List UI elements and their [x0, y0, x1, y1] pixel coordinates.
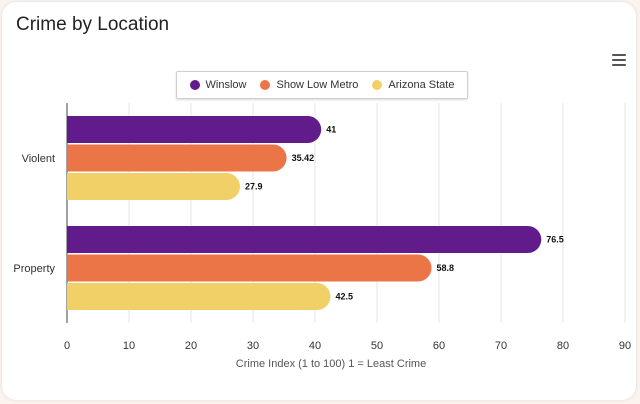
- bar: [67, 173, 240, 200]
- legend-swatch-arizona-state: [372, 80, 383, 90]
- x-axis-title: Crime Index (1 to 100) 1 = Least Crime: [236, 358, 426, 370]
- x-tick-label: 80: [557, 340, 569, 352]
- x-tick-label: 20: [185, 340, 197, 352]
- legend-label-arizona-state: Arizona State: [388, 79, 455, 91]
- data-label: 58.8: [437, 263, 455, 273]
- x-tick-label: 10: [123, 340, 135, 352]
- bar: [67, 283, 331, 310]
- legend-swatch-show-low-metro: [260, 80, 271, 90]
- x-tick-label: 0: [64, 340, 70, 352]
- legend-item-arizona-state[interactable]: Arizona State: [372, 79, 454, 91]
- legend-label-show-low-metro: Show Low Metro: [276, 79, 359, 91]
- bar: [67, 116, 322, 143]
- x-tick-label: 40: [309, 340, 321, 352]
- bar: [67, 226, 542, 253]
- chart-title: Crime by Location: [16, 14, 170, 35]
- legend-label-winslow: Winslow: [205, 79, 247, 91]
- bar: [67, 254, 432, 282]
- category-label: Property: [13, 263, 55, 275]
- category-label: Violent: [22, 153, 55, 165]
- hamburger-menu-icon[interactable]: [612, 54, 626, 66]
- data-label: 42.5: [336, 292, 354, 302]
- x-tick-label: 50: [371, 340, 383, 352]
- x-tick-label: 30: [247, 340, 259, 352]
- chart-legend: Winslow Show Low Metro Arizona State: [176, 71, 468, 99]
- data-label: 76.5: [546, 235, 564, 245]
- data-label: 41: [326, 125, 336, 135]
- x-tick-label: 70: [495, 340, 507, 352]
- bar: [67, 144, 287, 172]
- x-tick-label: 90: [619, 340, 631, 352]
- data-label: 35.42: [292, 153, 315, 163]
- x-tick-label: 60: [433, 340, 445, 352]
- legend-swatch-winslow: [189, 80, 200, 90]
- legend-item-winslow[interactable]: Winslow: [189, 79, 247, 91]
- data-label: 27.9: [245, 182, 263, 192]
- chart-card: [2, 2, 636, 400]
- legend-item-show-low-metro[interactable]: Show Low Metro: [260, 79, 358, 91]
